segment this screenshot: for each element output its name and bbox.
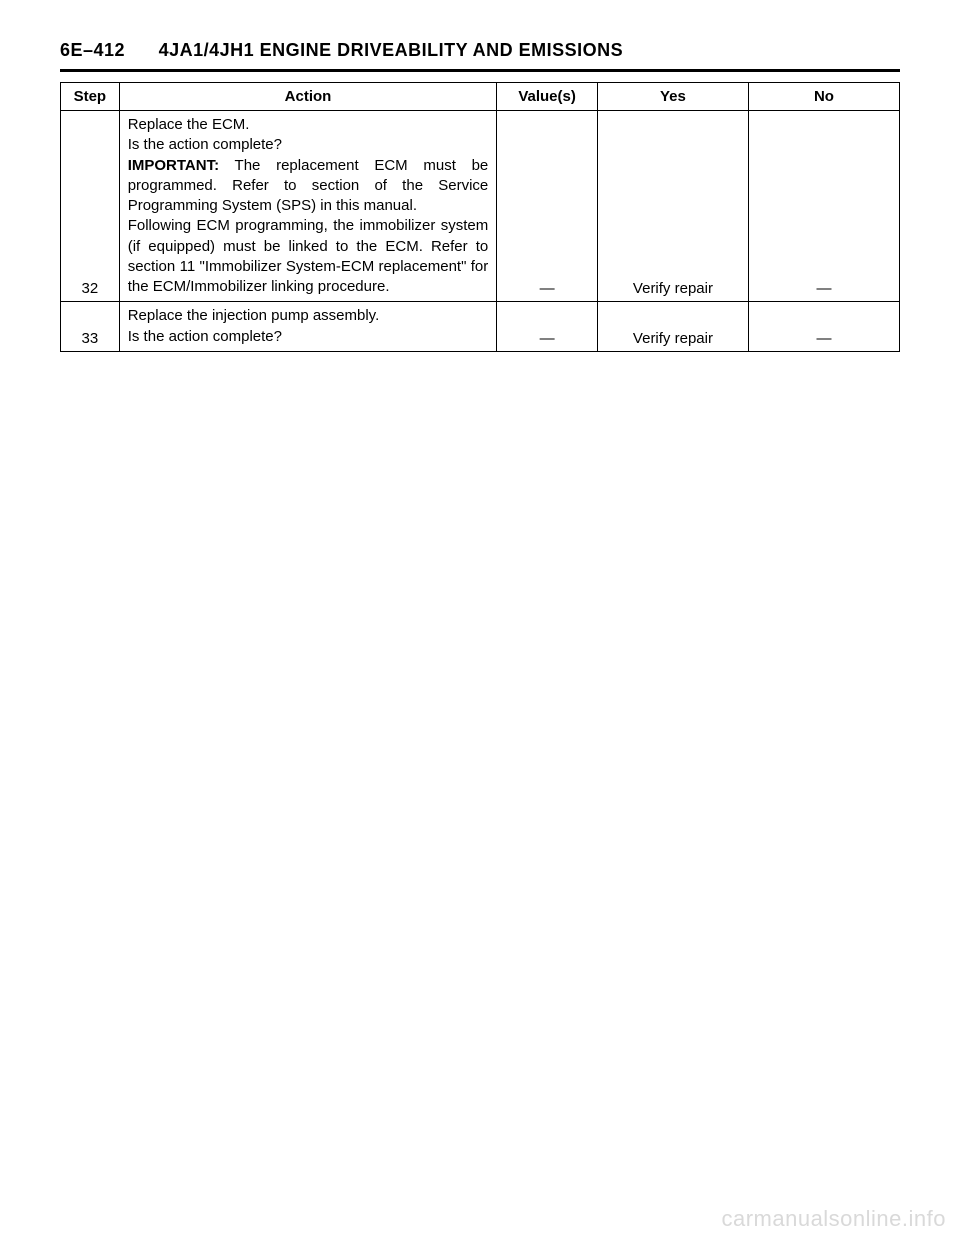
diagnostic-table: Step Action Value(s) Yes No 32 Replace t… (60, 82, 900, 352)
important-label: IMPORTANT: (128, 157, 219, 174)
action-line: Is the action complete? (128, 135, 489, 155)
page-number: 6E–412 (60, 40, 125, 60)
action-line: Replace the injection pump assembly. (128, 306, 489, 326)
col-header-yes: Yes (597, 83, 748, 111)
watermark-text: carmanualsonline.info (721, 1206, 946, 1232)
action-important: IMPORTANT: The replacement ECM must be p… (128, 156, 489, 217)
page-header: 6E–412 4JA1/4JH1 ENGINE DRIVEABILITY AND… (60, 40, 900, 72)
page-title: 4JA1/4JH1 ENGINE DRIVEABILITY AND EMISSI… (159, 40, 624, 60)
col-header-step: Step (61, 83, 120, 111)
action-paragraph: Following ECM programming, the immobiliz… (128, 216, 489, 297)
action-text-block: Replace the ECM. Is the action complete?… (128, 115, 489, 297)
table-row: 33 Replace the injection pump assembly. … (61, 302, 900, 352)
table-header-row: Step Action Value(s) Yes No (61, 83, 900, 111)
col-header-no: No (748, 83, 899, 111)
cell-values: — (497, 302, 598, 352)
cell-yes: Verify repair (597, 302, 748, 352)
action-line: Is the action complete? (128, 327, 489, 347)
cell-step: 33 (61, 302, 120, 352)
cell-action: Replace the injection pump assembly. Is … (119, 302, 497, 352)
col-header-action: Action (119, 83, 497, 111)
action-text-block: Replace the injection pump assembly. Is … (128, 306, 489, 347)
cell-yes: Verify repair (597, 111, 748, 302)
cell-values: — (497, 111, 598, 302)
cell-no: — (748, 302, 899, 352)
page-container: 6E–412 4JA1/4JH1 ENGINE DRIVEABILITY AND… (0, 0, 960, 352)
cell-no: — (748, 111, 899, 302)
table-row: 32 Replace the ECM. Is the action comple… (61, 111, 900, 302)
cell-step: 32 (61, 111, 120, 302)
cell-action: Replace the ECM. Is the action complete?… (119, 111, 497, 302)
action-line: Replace the ECM. (128, 115, 489, 135)
col-header-values: Value(s) (497, 83, 598, 111)
